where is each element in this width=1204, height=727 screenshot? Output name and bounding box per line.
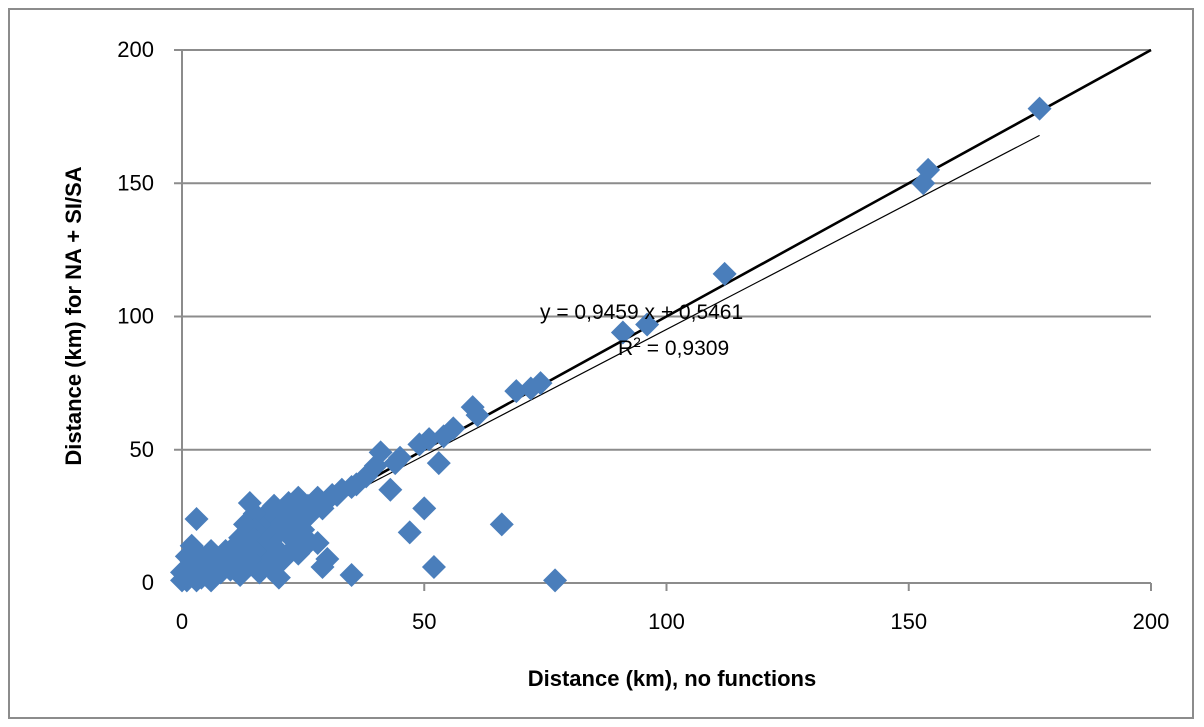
r-squared-superscript: 2 bbox=[633, 334, 641, 350]
x-tick-label: 50 bbox=[412, 609, 436, 634]
data-point bbox=[504, 379, 529, 404]
tick-labels: 0 50 100 150 200 0 50 100 150 200 bbox=[117, 37, 1169, 634]
data-point bbox=[228, 563, 253, 588]
data-point bbox=[460, 395, 485, 420]
chart-frame: 0 50 100 150 200 0 50 100 150 200 y = 0,9459 x + … bbox=[8, 8, 1194, 719]
data-point bbox=[257, 555, 282, 580]
r-squared-label: R2 = 0,9309 bbox=[618, 334, 729, 360]
data-point bbox=[170, 560, 194, 585]
data-point bbox=[184, 507, 209, 532]
gridlines bbox=[182, 49, 1151, 451]
scatter-chart: 0 50 100 150 200 0 50 100 150 200 y = 0,9459 x + … bbox=[61, 37, 1169, 691]
data-point bbox=[412, 496, 437, 521]
y-tick-label: 200 bbox=[117, 37, 154, 62]
trendline-equation: y = 0,9459 x + 0,5461 bbox=[540, 301, 743, 324]
data-point bbox=[712, 261, 737, 286]
data-point bbox=[281, 528, 306, 553]
data-point bbox=[911, 171, 936, 196]
data-point bbox=[339, 563, 364, 588]
data-point bbox=[383, 451, 408, 476]
data-point bbox=[489, 512, 514, 537]
data-point bbox=[310, 555, 335, 580]
data-point bbox=[426, 451, 451, 476]
data-points bbox=[170, 96, 1052, 593]
r-squared-value: = 0,9309 bbox=[641, 337, 729, 360]
data-point bbox=[421, 555, 446, 580]
data-point bbox=[543, 568, 568, 593]
data-point bbox=[518, 376, 543, 401]
data-point bbox=[1027, 96, 1052, 121]
data-point bbox=[407, 432, 432, 457]
x-tick-label: 0 bbox=[176, 609, 188, 634]
data-point bbox=[635, 312, 660, 337]
data-point bbox=[378, 477, 403, 502]
y-tick-label: 150 bbox=[117, 170, 154, 195]
data-point bbox=[610, 320, 635, 345]
y-tick-label: 0 bbox=[142, 570, 154, 595]
data-point bbox=[295, 493, 320, 518]
x-tick-label: 150 bbox=[890, 609, 927, 634]
x-tick-label: 200 bbox=[1133, 609, 1170, 634]
data-point bbox=[397, 520, 422, 545]
x-axis-title: Distance (km), no functions bbox=[528, 666, 816, 691]
r-squared-symbol: R bbox=[618, 337, 633, 360]
y-tick-label: 100 bbox=[117, 304, 154, 329]
x-tick-label: 100 bbox=[648, 609, 685, 634]
y-axis-title: Distance (km) for NA + SI/SA bbox=[61, 166, 86, 465]
y-tick-label: 50 bbox=[130, 437, 154, 462]
data-point bbox=[237, 491, 262, 516]
